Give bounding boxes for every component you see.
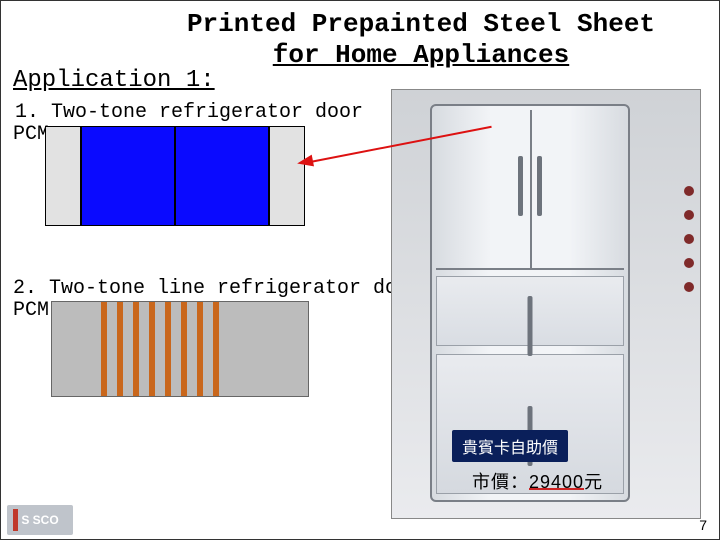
fridge-image: 貴賓卡自助價 市價：29400元	[391, 89, 701, 519]
diagram1-segment	[175, 126, 269, 226]
slide-title: Printed Prepainted Steel Sheet for Home …	[171, 9, 671, 71]
diagram2-gap	[107, 302, 117, 396]
bullet-icon	[684, 282, 694, 292]
arrow-head-icon	[296, 155, 314, 170]
diagram1-segment	[269, 126, 305, 226]
section2-pcm-label: PCM	[13, 299, 49, 322]
bullet-list	[684, 186, 694, 292]
price-line: 市價：29400元	[472, 468, 603, 494]
section2-heading: 2. Two-tone line refrigerator door	[13, 277, 421, 300]
diagram2-gap	[123, 302, 133, 396]
title-line2: for Home Appliances	[171, 40, 671, 71]
diagram2-margin	[219, 302, 308, 396]
title-line1: Printed Prepainted Steel Sheet	[171, 9, 671, 40]
diagram1-segment	[81, 126, 175, 226]
logo: S SCO	[7, 505, 73, 535]
diagram-two-tone-line	[51, 301, 309, 397]
diagram1-segment	[45, 126, 81, 226]
page-number: 7	[699, 517, 707, 533]
price-suffix: 元	[584, 472, 603, 492]
diagram2-margin	[52, 302, 101, 396]
bullet-icon	[684, 186, 694, 196]
section1-pcm-label: PCM	[13, 123, 49, 146]
diagram2-gap	[187, 302, 197, 396]
price-tag: 貴賓卡自助價	[452, 430, 568, 462]
diagram2-gap	[155, 302, 165, 396]
diagram2-gap	[171, 302, 181, 396]
bullet-icon	[684, 258, 694, 268]
price-prefix: 市價：	[472, 472, 529, 492]
bullet-icon	[684, 210, 694, 220]
section1-heading: 1. Two-tone refrigerator door	[15, 101, 363, 124]
price-value: 29400	[529, 477, 584, 490]
diagram2-gap	[203, 302, 213, 396]
diagram2-gap	[139, 302, 149, 396]
bullet-icon	[684, 234, 694, 244]
application-label: Application 1:	[13, 67, 215, 94]
logo-text: S SCO	[21, 513, 58, 527]
diagram-two-tone	[45, 126, 305, 226]
